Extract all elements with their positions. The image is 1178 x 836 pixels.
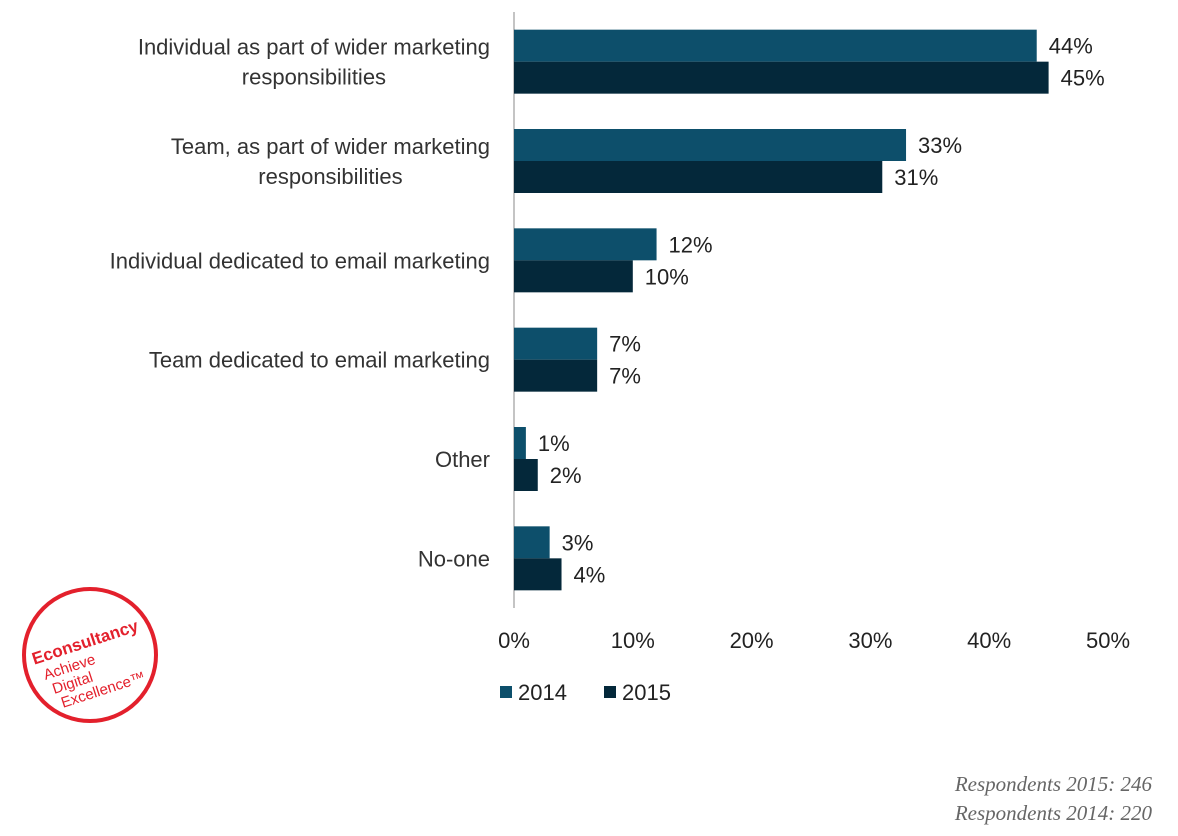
data-label-2015: 2% xyxy=(550,463,582,488)
data-label-2014: 3% xyxy=(562,530,594,555)
respondents-2015-note: Respondents 2015: 246 xyxy=(954,772,1152,796)
category-label: Team, as part of wider marketing xyxy=(171,134,490,159)
data-label-2014: 12% xyxy=(669,232,713,257)
data-label-2015: 10% xyxy=(645,264,689,289)
legend-swatch-2014 xyxy=(500,686,512,698)
category-label: Individual as part of wider marketing xyxy=(138,35,490,60)
bar-2014 xyxy=(514,29,1037,62)
legend-label-2015: 2015 xyxy=(622,680,671,705)
data-label-2015: 45% xyxy=(1061,66,1105,91)
bar-2014 xyxy=(514,228,657,261)
category-label: No-one xyxy=(418,546,490,571)
bar-2015 xyxy=(514,558,562,591)
data-label-2015: 31% xyxy=(894,165,938,190)
category-label: responsibilities xyxy=(258,164,402,189)
category-label: Team dedicated to email marketing xyxy=(149,348,490,373)
x-tick-label: 20% xyxy=(730,628,774,653)
data-label-2015: 4% xyxy=(574,562,606,587)
bar-2015 xyxy=(514,161,883,193)
category-label: Other xyxy=(435,447,490,472)
category-label: responsibilities xyxy=(242,65,386,90)
legend-label-2014: 2014 xyxy=(518,680,567,705)
bar-2015 xyxy=(514,61,1049,94)
bar-2014 xyxy=(514,526,550,559)
bar-chart: Individual as part of wider marketing res… xyxy=(110,12,1130,705)
bar-2014 xyxy=(514,129,907,161)
category-label: Individual dedicated to email marketing xyxy=(110,248,490,273)
x-tick-label: 40% xyxy=(967,628,1011,653)
data-label-2014: 1% xyxy=(538,431,570,456)
bar-2015 xyxy=(514,260,633,293)
data-label-2014: 33% xyxy=(918,133,962,158)
data-label-2014: 7% xyxy=(609,332,641,357)
bar-2014 xyxy=(514,427,526,459)
bar-2015 xyxy=(514,359,598,392)
x-tick-label: 50% xyxy=(1086,628,1130,653)
econsultancy-logo: Econsultancy Achieve Digital Excellence™ xyxy=(22,587,158,723)
bar-2015 xyxy=(514,459,538,491)
legend-swatch-2015 xyxy=(604,686,616,698)
data-label-2015: 7% xyxy=(609,364,641,389)
respondents-2014-note: Respondents 2014: 220 xyxy=(954,801,1152,825)
x-tick-label: 0% xyxy=(498,628,530,653)
x-tick-label: 30% xyxy=(848,628,892,653)
bar-2014 xyxy=(514,327,598,360)
x-tick-label: 10% xyxy=(611,628,655,653)
data-label-2014: 44% xyxy=(1049,34,1093,59)
